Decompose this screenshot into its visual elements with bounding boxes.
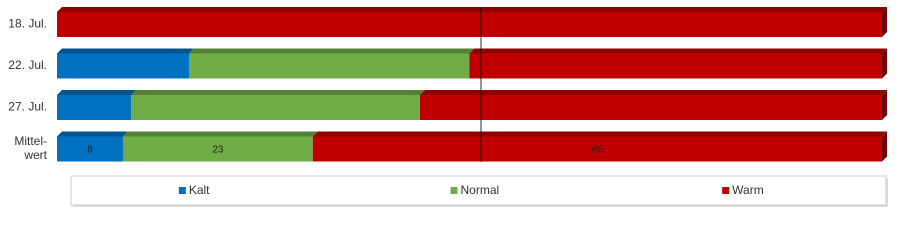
value-label: 8 [87,145,93,156]
bar-face [57,95,132,120]
bar-face [420,95,882,120]
bar [57,90,137,120]
bar [420,90,887,120]
bar-top [57,131,128,137]
bar-top [57,48,194,54]
y-tick-label-line: wert [23,148,47,162]
legend-label: Kalt [189,183,210,197]
bar-face [123,136,313,162]
bar-face [469,53,882,79]
legend-label: Normal [461,183,500,197]
bar-top [57,90,137,95]
bar [57,131,128,162]
bar-face [131,95,420,120]
y-tick-label: Mittel-wert [14,134,47,162]
bar-top [469,48,887,54]
bar-side [882,131,887,162]
bar-face [189,53,470,79]
bar-face [312,136,882,162]
legend-marker [178,187,186,194]
value-label: 69 [592,145,604,156]
chart: 18. Jul. 22. Jul. 27. Jul. Mittel-wert 8 23 69… [8,7,888,207]
bar-top [131,90,425,95]
bar-top [123,131,318,137]
bar-top [57,7,887,12]
bar-face [57,12,882,37]
bar-side [882,48,887,79]
legend-marker [722,187,730,194]
bar-top [312,131,887,137]
bar [131,90,425,120]
legend-box [70,175,887,206]
y-tick-label: 22. Jul. [8,58,47,72]
bar-top [189,48,475,54]
bar-face [57,53,189,79]
bar-side [882,90,887,120]
bar [469,48,887,79]
bar [189,48,475,79]
y-tick-label: 18. Jul. [8,17,47,31]
bar [57,48,194,79]
bar [123,131,318,162]
bar [312,131,887,162]
y-tick-label: 27. Jul. [8,100,47,114]
value-label: 23 [212,145,224,156]
bar-side [882,7,887,37]
bar-top [420,90,887,95]
bar [57,7,887,37]
bar-face [57,136,123,162]
y-tick-label-line: Mittel- [14,134,47,148]
legend-marker [450,187,458,194]
legend-label: Warm [732,183,764,197]
